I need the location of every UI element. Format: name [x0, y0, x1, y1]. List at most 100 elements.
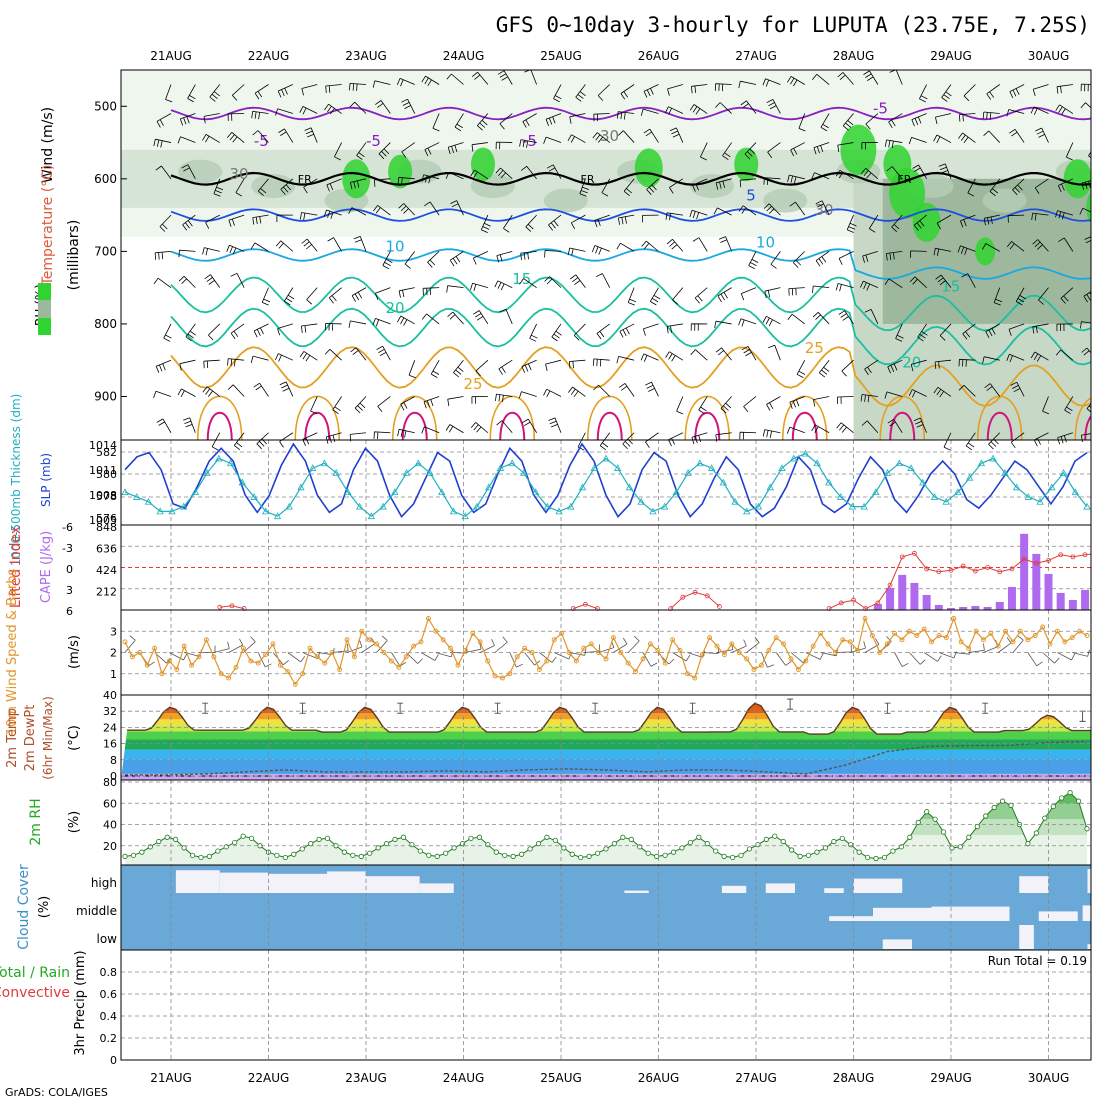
wind-barb [787, 313, 805, 325]
wind-barb-10m [435, 650, 454, 658]
date-tick-bottom: 26AUG [638, 1071, 680, 1085]
y-label-10m-wind: 10m Wind Speed & Barbs [5, 569, 20, 736]
min-max-whisker [787, 698, 794, 710]
wind-barb [250, 355, 269, 364]
wind-barb [227, 358, 245, 367]
rh-marker [552, 837, 558, 844]
rh-green-cell [889, 168, 926, 219]
wind-speed-marker [1032, 633, 1038, 638]
date-tick-top: 22AUG [248, 49, 290, 63]
cape-bar [873, 603, 882, 610]
wind-barb [691, 84, 708, 94]
wind-barb [689, 104, 708, 115]
rh-marker [527, 846, 533, 852]
wind-barb [325, 323, 342, 331]
thickness-marker [320, 459, 329, 467]
wind-barb [1080, 102, 1091, 109]
temp-tick-label: 16 [103, 738, 117, 751]
wind-speed-marker [914, 633, 920, 638]
thickness-marker [355, 502, 364, 510]
wind-barb [187, 84, 196, 103]
wind-speed-marker [736, 650, 742, 655]
wind-barb [957, 245, 976, 256]
wind-barb [887, 418, 903, 433]
wind-barb [700, 142, 708, 161]
rh-marker [569, 851, 575, 857]
lifted-index-line [573, 603, 598, 610]
y-label-convective: Convective [0, 985, 70, 1001]
wind-speed-marker [359, 628, 365, 634]
wind-barb [252, 130, 269, 143]
contour-label: 25 [805, 339, 824, 357]
thickness-marker [848, 502, 857, 510]
cloud-clear-block [1038, 911, 1078, 921]
thickness-marker [649, 507, 657, 515]
chart-title: GFS 0~10day 3-hourly for LUPUTA (23.75E,… [496, 13, 1090, 37]
wind-barb [373, 431, 391, 440]
rh-marker [324, 835, 331, 841]
wind-barb [815, 200, 830, 216]
wind-speed-marker [129, 654, 135, 660]
wind-barb [182, 214, 196, 231]
axes-layer: 50060070080090021AUG21AUG22AUG22AUG23AUG… [0, 49, 1092, 1085]
rh-marker [468, 835, 474, 841]
wind-barb [154, 250, 172, 260]
thickness-marker [250, 493, 258, 500]
wind-speed-marker [285, 669, 291, 675]
wind-barb [642, 214, 659, 223]
wind-barb [1006, 353, 1025, 363]
wind-speed-marker [714, 643, 720, 649]
wind-barb [447, 396, 464, 407]
wind-barb [521, 359, 537, 374]
wind-speed-marker [1040, 624, 1046, 630]
wind-barb-10m [746, 636, 760, 653]
wind-barb [860, 167, 879, 180]
wind-barb [910, 250, 927, 258]
wind-barb [276, 214, 293, 222]
freezing-level-label: FR [581, 173, 595, 186]
date-tick-top: 29AUG [930, 49, 972, 63]
thickness-marker [414, 459, 422, 467]
wind-barb [470, 422, 489, 434]
wind-barb-10m [346, 640, 363, 653]
thickness-marker [825, 478, 833, 486]
wind-barb [1080, 83, 1091, 92]
wind-barb [690, 349, 708, 361]
cape-bar [1056, 592, 1065, 610]
lifted-index-marker [960, 563, 966, 569]
wind-speed-marker [692, 675, 698, 681]
wind-barb-10m [554, 652, 572, 660]
wind-barb [989, 178, 1001, 197]
wind-speed-marker [803, 658, 809, 664]
wind-speed-marker [300, 671, 306, 677]
wind-barb [934, 359, 952, 369]
wind-barb [497, 70, 513, 85]
rh-marker [130, 852, 137, 858]
wind-barb [401, 142, 415, 158]
wind-speed-marker [603, 656, 609, 662]
wind-speed-marker [980, 637, 986, 643]
wind-barb [356, 142, 367, 160]
wind-barb [842, 113, 854, 131]
thickness-tick-label: 580 [96, 468, 117, 481]
wind-barb [253, 323, 269, 338]
temp-tick-label: 40 [103, 689, 117, 702]
wind-barb [470, 282, 488, 292]
rh-green-cell [1086, 191, 1091, 224]
cloud-clear-block [175, 870, 220, 893]
hot-isotherm-arch [499, 411, 526, 441]
wind-barb [835, 169, 854, 180]
y-label-minmax: (6hr Min/Max) [41, 696, 55, 780]
isotherm-line [170, 171, 1091, 186]
rh-marker [611, 841, 618, 847]
wind-barb [165, 84, 173, 103]
y-label-cape: CAPE (J/kg) [39, 531, 54, 603]
wind-speed-marker [855, 647, 861, 653]
wind-barb [861, 142, 878, 150]
rh-marker [780, 838, 786, 845]
thickness-marker [907, 464, 915, 471]
wind-barb [519, 139, 537, 148]
thickness-marker [1001, 469, 1009, 476]
wind-barb [156, 418, 172, 433]
wind-barb [846, 214, 857, 233]
